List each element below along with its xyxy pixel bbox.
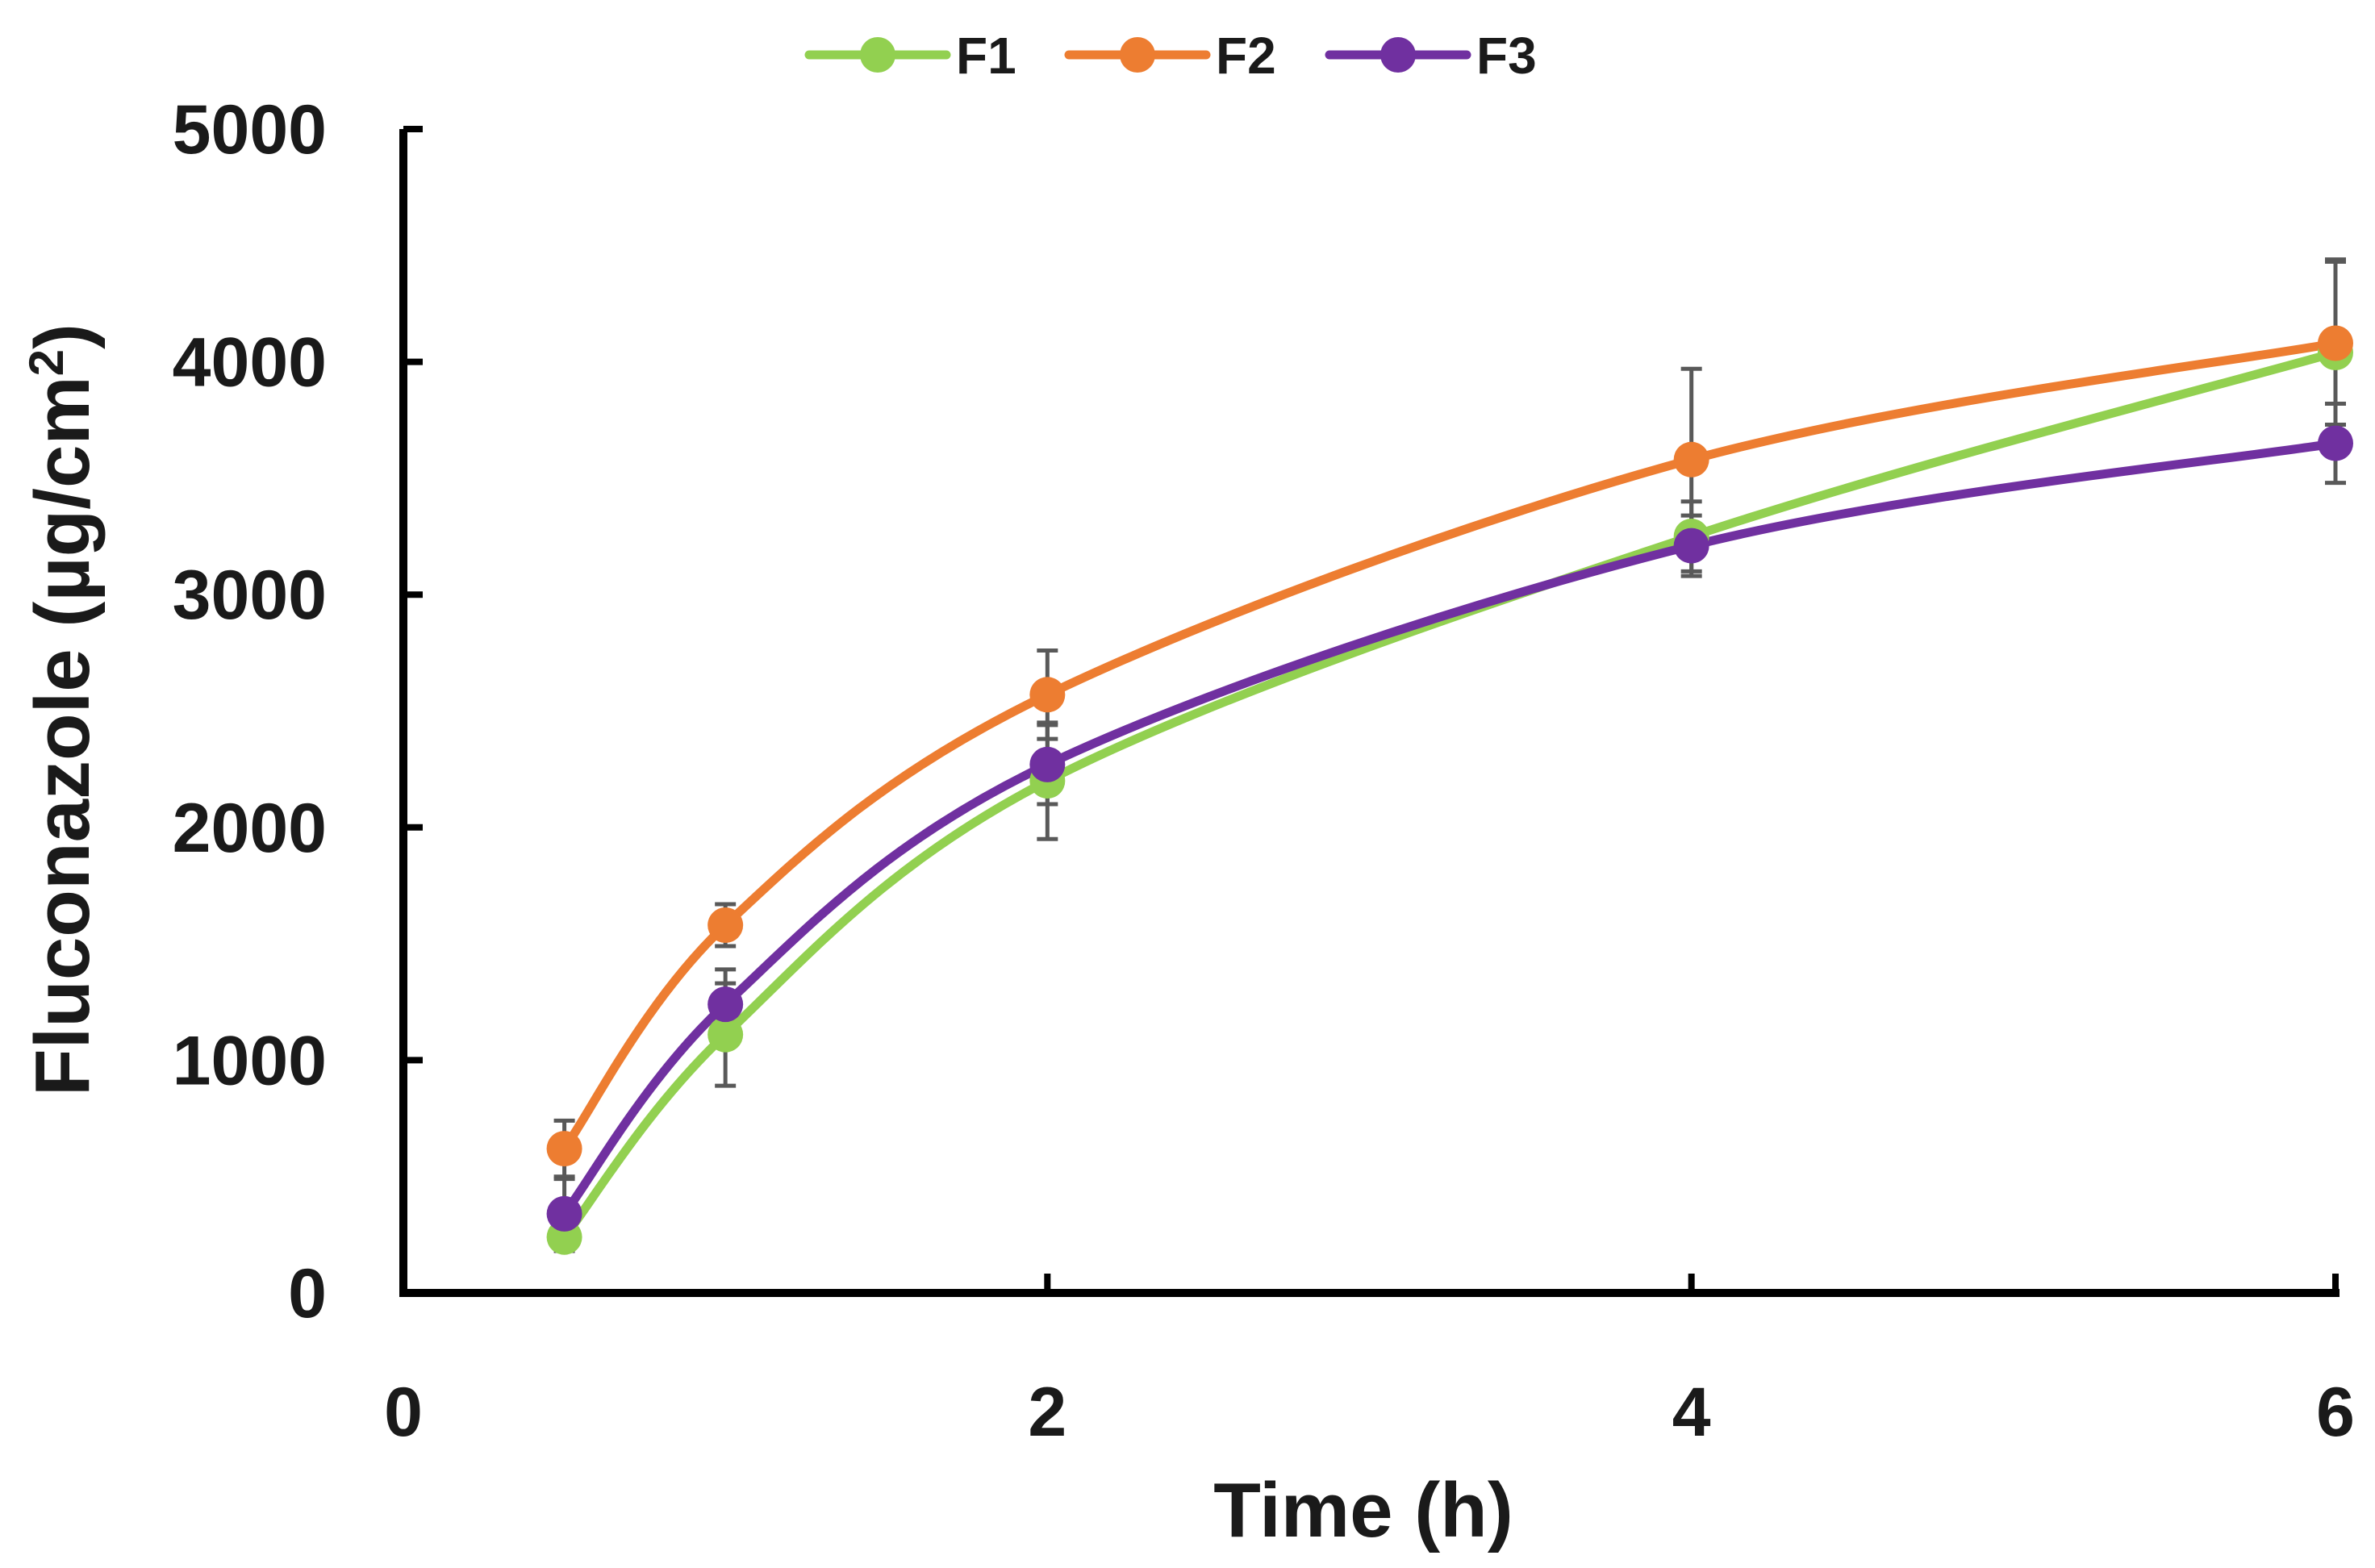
f2-data-point [1029, 677, 1066, 713]
y-tick-label: 4000 [173, 324, 327, 402]
f3-data-point [1029, 746, 1066, 782]
y-tick-label: 5000 [173, 91, 327, 169]
legend-marker-f2 [1120, 37, 1155, 73]
legend-label-f3: F3 [1476, 27, 1537, 85]
legend: F1 F2 F3 [804, 27, 1537, 85]
legend-marker-f3 [1380, 37, 1416, 73]
y-tick-label: 1000 [173, 1022, 327, 1099]
f2-data-point [546, 1131, 582, 1167]
legend-item-f3: F3 [1325, 27, 1537, 85]
x-tick-label: 6 [2316, 1374, 2355, 1451]
x-tick-label: 2 [1028, 1374, 1066, 1451]
y-axis-title-main: Fluconazole (µg/cm [19, 376, 106, 1096]
series-group [546, 257, 2353, 1255]
x-tick-label: 0 [384, 1374, 423, 1451]
y-tick-label: 0 [288, 1255, 327, 1332]
axes-group: 0 1000 2000 3000 4000 5000 0 2 4 6 [173, 91, 2355, 1451]
f2-series-line [560, 339, 2340, 1153]
y-axis-title-superscript: 2 [19, 349, 73, 376]
f3-data-point [707, 986, 744, 1023]
legend-item-f1: F1 [804, 27, 1016, 85]
y-axis-title: Fluconazole (µg/cm2) [19, 323, 106, 1096]
y-tick-label: 2000 [173, 790, 327, 867]
f2-data-point [2318, 325, 2353, 361]
y-axis-title-end: ) [19, 323, 106, 349]
f3-data-point [1673, 528, 1709, 564]
x-tick-label: 4 [1672, 1374, 1711, 1451]
legend-marker-f1 [860, 37, 895, 73]
f1-data-point [707, 1016, 744, 1053]
f3-data-point [546, 1195, 582, 1232]
legend-label-f2: F2 [1216, 27, 1276, 85]
f3-series-line [560, 439, 2340, 1219]
f1-series-line [560, 348, 2340, 1242]
legend-label-f1: F1 [956, 27, 1016, 85]
f2-data-point [1673, 441, 1709, 477]
x-axis-title: Time (h) [1213, 1467, 1513, 1553]
y-tick-label: 3000 [173, 557, 327, 634]
legend-item-f2: F2 [1064, 27, 1276, 85]
f2-data-point [707, 907, 744, 944]
f3-data-point [2318, 425, 2353, 461]
